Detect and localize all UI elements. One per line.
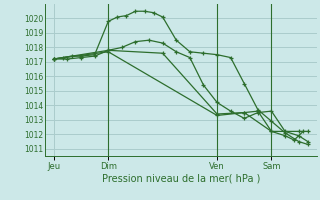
X-axis label: Pression niveau de la mer( hPa ): Pression niveau de la mer( hPa ) [102, 173, 260, 183]
